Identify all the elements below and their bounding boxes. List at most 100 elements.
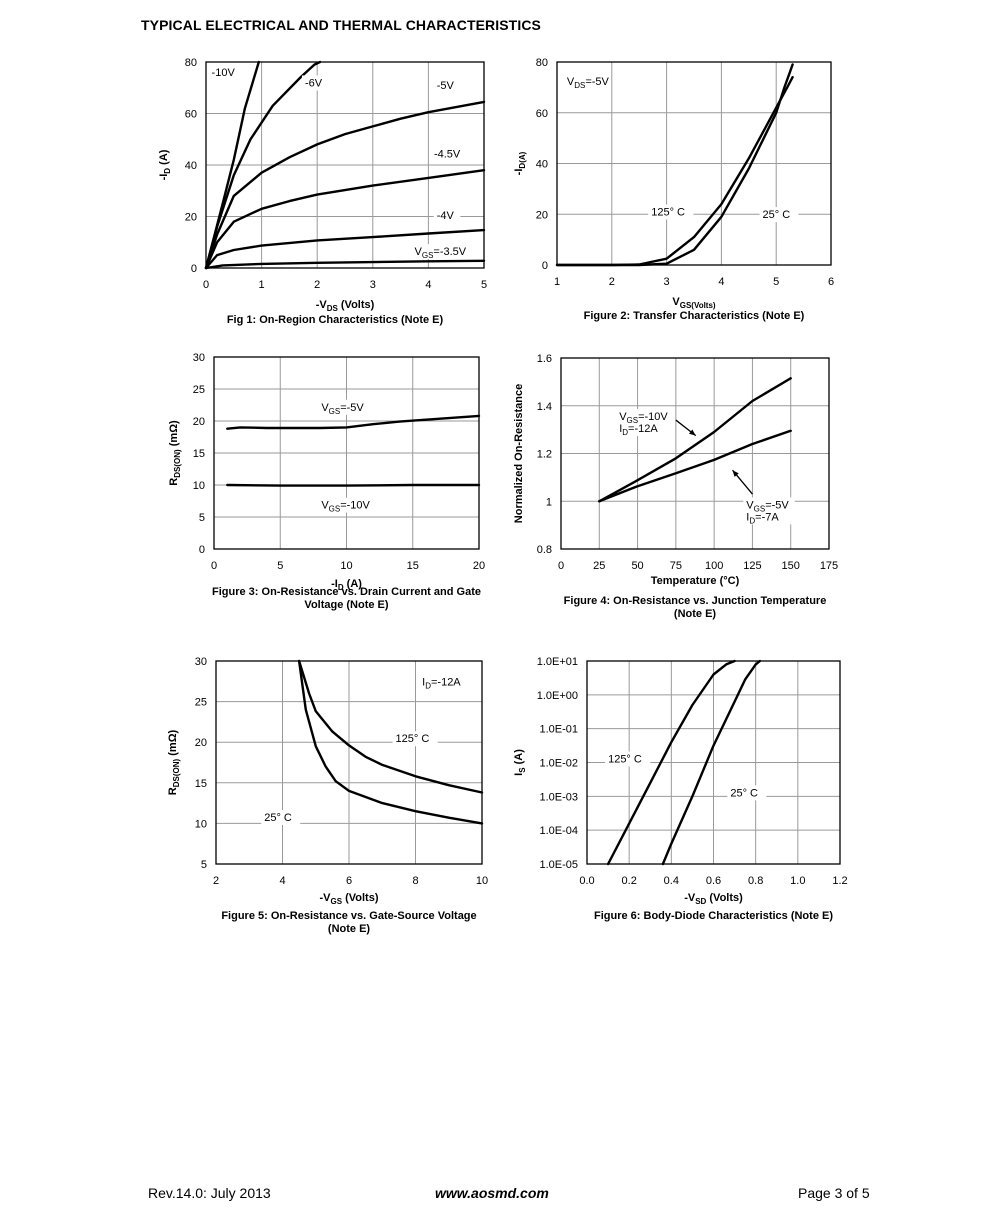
fig6-xtick-label: 0.8 xyxy=(748,875,763,887)
fig2-xtick-label: 5 xyxy=(773,276,779,288)
fig6-chart: 0.0 0.2 0.4 0.6 0.8 1.0 1.2 1.0E-05 1.0E-04 1.0E-… xyxy=(513,656,848,922)
fig1-xtick-label: 5 xyxy=(481,279,487,291)
fig2-series-line-0 xyxy=(555,76,794,267)
fig4-series-line-1 xyxy=(598,429,792,503)
fig1-chart: 0 1 2 3 4 5 0 20 40 60 80 -10V -6V -5V -4.5V -4V VGS​=-3… xyxy=(158,57,487,326)
fig6-ytick-label: 1.0E+01 xyxy=(537,656,578,668)
fig2-ytick-label: 0 xyxy=(542,260,548,272)
fig2-annotation: VDS​=-5V xyxy=(567,76,610,90)
fig1-label-bg xyxy=(301,75,329,91)
footer-website-link[interactable]: www.aosmd.com xyxy=(435,1185,549,1201)
fig6-title: Figure 6: Body-Diode Characteristics (No… xyxy=(594,910,833,922)
fig2-xtick-label: 2 xyxy=(609,276,615,288)
fig4-series-label-0: VGS​=-10V xyxy=(619,411,668,425)
fig2-label-bg xyxy=(759,207,799,223)
fig1-series-label-3: -4.5V xyxy=(434,148,461,160)
fig1-plot-area xyxy=(205,61,485,269)
fig1-label-bg xyxy=(208,65,242,81)
fig6-ytick-label: 1.0E-01 xyxy=(539,724,578,736)
fig2-xtick-label: 1 xyxy=(554,276,560,288)
fig1-xtick-label: 4 xyxy=(425,279,431,291)
fig2-series-label-1: 25° C xyxy=(763,209,791,221)
fig5-title: (Note E) xyxy=(328,923,371,935)
fig6-ytick-label: 1.0E-05 xyxy=(539,859,578,871)
fig6-xtick-label: 0.4 xyxy=(664,875,679,887)
fig4-label-bg xyxy=(743,497,795,525)
fig1-series-line-1 xyxy=(204,60,322,270)
fig6-label-bg xyxy=(605,751,651,767)
fig1-series-line-3 xyxy=(204,169,486,270)
fig5-plot-frame xyxy=(215,660,483,865)
fig6-xtick-label: 0.6 xyxy=(706,875,721,887)
fig4-ytick-label: 1.4 xyxy=(537,401,552,413)
fig5-annotation: ID​=-12A xyxy=(422,676,461,690)
fig5-xtick-label: 4 xyxy=(279,875,285,887)
fig3-plot-frame xyxy=(213,356,480,550)
fig6-plot-area xyxy=(586,660,841,865)
fig3-ytick-label: 15 xyxy=(193,448,205,460)
fig3-ytick-label: 0 xyxy=(199,544,205,556)
fig1-ytick-label: 0 xyxy=(191,263,197,275)
fig6-xtick-label: 1.2 xyxy=(832,875,847,887)
fig4-xtick-label: 0 xyxy=(558,560,564,572)
fig3-ytick-label: 30 xyxy=(193,352,205,364)
fig4-xtick-label: 100 xyxy=(705,560,723,572)
fig5-title: Figure 5: On-Resistance vs. Gate-Source … xyxy=(221,910,476,922)
fig2-series-label-0: 125° C xyxy=(651,207,685,219)
fig1-series-label-5: VGS​=-3.5V xyxy=(415,246,467,260)
fig6-ytick-label: 1.0E+00 xyxy=(537,690,578,702)
fig1-title: Fig 1: On-Region Characteristics (Note E… xyxy=(227,314,444,326)
fig5-xtick-label: 6 xyxy=(346,875,352,887)
fig6-ytick-label: 1.0E-04 xyxy=(539,825,578,837)
fig1-ytick-label: 20 xyxy=(185,212,197,224)
fig2-xtick-label: 6 xyxy=(828,276,834,288)
fig1-xtick-label: 2 xyxy=(314,279,320,291)
fig6-ytick-label: 1.0E-03 xyxy=(539,791,578,803)
fig5-xtick-label: 10 xyxy=(476,875,488,887)
fig3-ytick-label: 25 xyxy=(193,384,205,396)
fig3-plot-area xyxy=(213,356,480,550)
fig5-label-bg xyxy=(261,809,301,825)
fig3-label-bg xyxy=(318,399,370,415)
fig5-ytick-label: 30 xyxy=(195,656,207,668)
fig1-plot-frame xyxy=(205,61,485,269)
fig4-ytick-label: 1.6 xyxy=(537,353,552,365)
fig6-y-axis-label: IS​ (A) xyxy=(513,749,527,776)
fig1-ytick-label: 60 xyxy=(185,109,197,121)
fig4-ytick-label: 1.2 xyxy=(537,449,552,461)
fig1-series-label-1: -6V xyxy=(305,77,323,89)
page-heading: TYPICAL ELECTRICAL AND THERMAL CHARACTER… xyxy=(141,17,541,33)
fig2-ytick-label: 40 xyxy=(536,159,548,171)
fig5-xtick-label: 8 xyxy=(412,875,418,887)
fig5-y-axis-label: RDS(ON)​ (mΩ) xyxy=(167,729,181,795)
fig3-title: Voltage (Note E) xyxy=(304,599,388,611)
fig3-x-axis-label: -ID​ (A) xyxy=(331,578,362,592)
fig4-arrow-head xyxy=(689,429,696,436)
fig4-series-label-1: VGS​=-5V xyxy=(746,499,789,513)
fig1-series-label-2: -5V xyxy=(437,80,455,92)
fig6-label-bg xyxy=(727,785,767,801)
fig1-xtick-label: 3 xyxy=(370,279,376,291)
fig4-xtick-label: 150 xyxy=(782,560,800,572)
fig3-xtick-label: 20 xyxy=(473,560,485,572)
fig4-chart: 0 25 50 75 100 125 150 175 0.8 1 1.2 1.4 1.6 VGS​=-10… xyxy=(513,353,838,620)
fig2-label-bg xyxy=(648,204,694,220)
fig3-series-label-1: VGS​=-10V xyxy=(321,500,370,514)
fig3-chart: 0 5 10 15 20 0 5 10 15 20 25 30 VGS​=-5V VGS​=-10V -ID… xyxy=(168,352,485,611)
fig1-ytick-label: 80 xyxy=(185,57,197,69)
fig3-xtick-label: 10 xyxy=(340,560,352,572)
fig3-ytick-label: 10 xyxy=(193,480,205,492)
fig4-series-line-0 xyxy=(598,377,792,503)
fig5-series-label-1: 25° C xyxy=(264,812,292,824)
fig2-ytick-label: 80 xyxy=(536,57,548,69)
fig5-xtick-label: 2 xyxy=(213,875,219,887)
fig1-xtick-label: 1 xyxy=(259,279,265,291)
fig1-series-line-5 xyxy=(204,259,486,270)
fig1-ytick-label: 40 xyxy=(185,160,197,172)
fig6-series-line-0 xyxy=(606,659,736,866)
fig6-plot-frame xyxy=(586,660,841,865)
fig1-label-bg xyxy=(430,146,470,162)
fig3-title: Figure 3: On-Resistance vs. Drain Curren… xyxy=(212,586,481,598)
fig3-label-bg xyxy=(318,497,376,513)
fig3-y-axis-label: RDS(ON)​ (mΩ) xyxy=(168,420,182,486)
